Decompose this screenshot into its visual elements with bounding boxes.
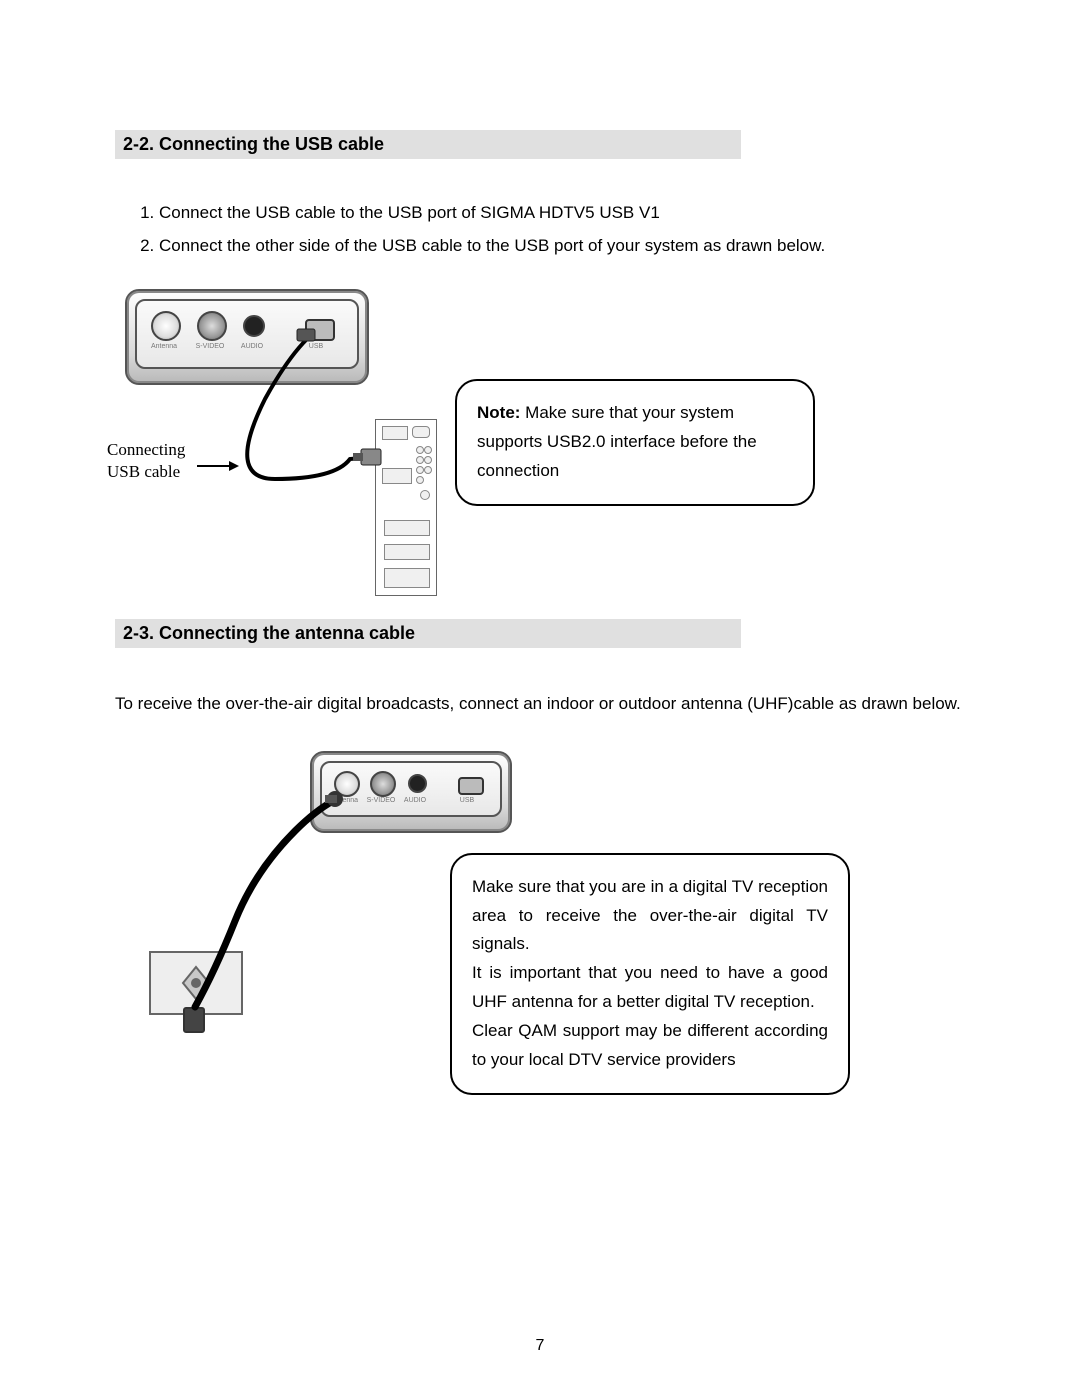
- antenna-paragraph: To receive the over-the-air digital broa…: [115, 688, 980, 720]
- note-box-antenna: Make sure that you are in a digital TV r…: [450, 853, 850, 1095]
- usb-caption-l2: USB cable: [107, 462, 180, 481]
- note-box-usb: Note: Make sure that your system support…: [455, 379, 815, 506]
- usb-caption-l1: Connecting: [107, 440, 185, 459]
- step-1: Connect the USB cable to the USB port of…: [159, 199, 980, 226]
- note-antenna-l2: It is important that you need to have a …: [472, 959, 828, 1017]
- heading-2-2: 2-2. Connecting the USB cable: [115, 130, 741, 159]
- steps-list: Connect the USB cable to the USB port of…: [135, 199, 980, 259]
- step-2: Connect the other side of the USB cable …: [159, 232, 980, 259]
- note-antenna-l1: Make sure that you are in a digital TV r…: [472, 873, 828, 960]
- arrow-icon: [197, 465, 237, 467]
- heading-2-3: 2-3. Connecting the antenna cable: [115, 619, 741, 648]
- note-label: Note:: [477, 403, 520, 422]
- manual-page: 2-2. Connecting the USB cable Connect th…: [0, 0, 1080, 1397]
- usb-caption: Connecting USB cable: [107, 439, 185, 483]
- page-number: 7: [0, 1337, 1080, 1355]
- figure-antenna: Antenna S-VIDEO AUDIO USB Make sure that…: [115, 751, 980, 1081]
- note-antenna-l3: Clear QAM support may be different accor…: [472, 1017, 828, 1075]
- figure-usb: Antenna S-VIDEO AUDIO USB: [115, 289, 980, 599]
